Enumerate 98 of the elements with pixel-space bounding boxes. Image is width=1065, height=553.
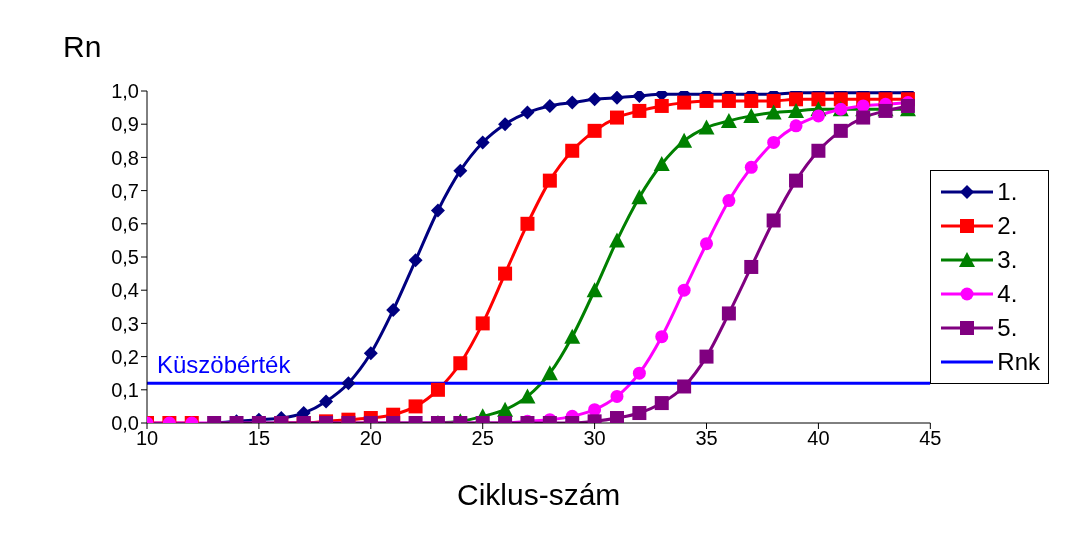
point (653, 156, 670, 172)
point (744, 160, 758, 174)
point (743, 107, 760, 123)
point (856, 110, 871, 125)
x-tick-label: 20 (359, 427, 382, 450)
point (789, 92, 804, 107)
point (699, 93, 714, 108)
point (565, 95, 580, 110)
x-tick-label: 40 (807, 427, 830, 450)
annotation: Küszöbérték (157, 351, 292, 379)
point (721, 306, 736, 321)
y-tick-label: 0,4 (111, 279, 139, 302)
y-tick-label: 0,8 (111, 146, 139, 169)
legend-label: 2. (997, 211, 1018, 240)
point (632, 406, 647, 421)
point (677, 95, 692, 110)
point (766, 93, 781, 108)
point (408, 399, 423, 414)
point (677, 379, 692, 394)
point (699, 349, 714, 364)
point (632, 103, 647, 118)
point (430, 382, 445, 397)
point (632, 91, 647, 103)
point (811, 92, 826, 107)
point (541, 365, 558, 381)
x-tick-label: 25 (471, 427, 494, 450)
point (789, 119, 803, 133)
point (475, 135, 490, 150)
point (676, 132, 693, 148)
x-tick-label: 30 (583, 427, 606, 450)
point (654, 396, 669, 411)
point (520, 105, 535, 120)
point (453, 356, 468, 371)
point (655, 330, 669, 344)
point (677, 283, 691, 297)
point (654, 98, 669, 113)
point (722, 194, 736, 208)
point (586, 282, 603, 298)
y-tick-label: 0,3 (111, 312, 139, 335)
point (565, 143, 580, 158)
point (430, 203, 445, 218)
point (542, 173, 557, 188)
point (631, 189, 648, 205)
point (497, 401, 514, 417)
point (341, 376, 356, 391)
point (788, 102, 805, 118)
y-tick-label: 0,1 (111, 378, 139, 401)
point (698, 119, 715, 135)
point (856, 99, 870, 113)
point (700, 237, 714, 251)
point (475, 316, 490, 331)
point (609, 110, 624, 125)
y-tick-label: 0,6 (111, 212, 139, 235)
y-tick-label: 1,0 (111, 80, 139, 103)
point (453, 163, 468, 178)
point (766, 213, 781, 228)
point (720, 112, 737, 128)
x-tick-label: 35 (695, 427, 718, 450)
point (498, 117, 513, 132)
point (587, 123, 602, 138)
legend-label: 1. (997, 177, 1018, 206)
point (765, 104, 782, 120)
y-tick-label: 0,7 (111, 179, 139, 202)
legend-label: 4. (997, 279, 1018, 308)
point (609, 411, 624, 423)
point (744, 93, 759, 108)
point (386, 303, 401, 318)
point (519, 388, 536, 404)
point (767, 135, 781, 149)
legend-label: Rnk (997, 347, 1040, 376)
point (564, 328, 581, 344)
y-tick-label: 0,5 (111, 246, 139, 269)
x-tick-label: 15 (247, 427, 271, 450)
y-tick-label: 0,0 (111, 412, 139, 435)
legend-label: 3. (997, 245, 1018, 274)
point (520, 216, 535, 231)
y-tick-label: 0,2 (111, 345, 139, 368)
point (721, 93, 736, 108)
point (789, 173, 804, 188)
point (632, 366, 646, 380)
point (587, 92, 602, 107)
point (610, 389, 624, 403)
point (833, 123, 848, 138)
point (408, 253, 423, 268)
point (363, 346, 378, 361)
legend-label: 5. (997, 313, 1018, 342)
x-axis-title: Ciklus-szám (456, 478, 621, 511)
point (608, 232, 625, 248)
point (744, 259, 759, 274)
point (811, 109, 825, 123)
point (319, 394, 334, 409)
point (542, 98, 557, 113)
point (609, 91, 624, 105)
y-axis-title: Rn (63, 30, 102, 64)
x-tick-label: 45 (919, 427, 942, 450)
point (811, 143, 826, 158)
point (498, 266, 513, 281)
y-tick-label: 0,9 (111, 113, 139, 136)
